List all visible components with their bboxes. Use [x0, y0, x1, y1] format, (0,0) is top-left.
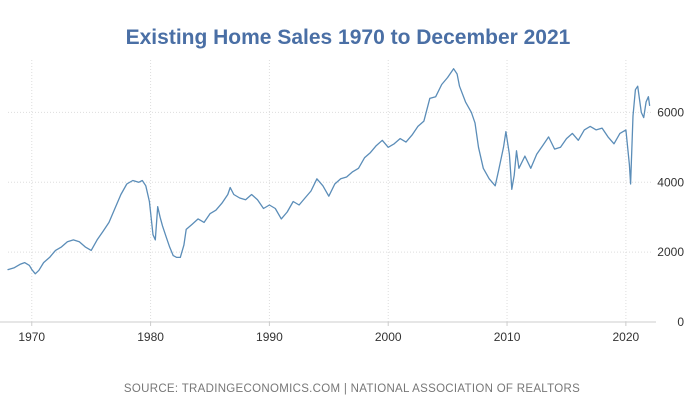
series-line-0: [7, 68, 651, 275]
y-tick-label-2000: 2000: [657, 245, 684, 259]
y-tick-label-6000: 6000: [657, 105, 684, 119]
x-tick-label-2010: 2010: [494, 330, 521, 344]
y-axis-ticks: 0 2000 4000 6000: [657, 105, 684, 329]
x-tick-label-2020: 2020: [613, 330, 640, 344]
source-note: SOURCE: TRADINGECONOMICS.COM | NATIONAL …: [124, 383, 580, 395]
chart-title: Existing Home Sales 1970 to December 202…: [126, 26, 571, 49]
x-tick-label-1970: 1970: [18, 330, 45, 344]
x-axis-ticks: 1970 1980 1990 2000 2010 2020: [18, 322, 640, 344]
x-tick-label-2000: 2000: [375, 330, 402, 344]
x-tick-label-1980: 1980: [137, 330, 164, 344]
series-layer: [7, 68, 651, 275]
y-tick-label-0: 0: [677, 315, 684, 329]
grid-lines: [0, 60, 656, 323]
y-tick-label-4000: 4000: [657, 175, 684, 189]
x-tick-label-1990: 1990: [256, 330, 283, 344]
